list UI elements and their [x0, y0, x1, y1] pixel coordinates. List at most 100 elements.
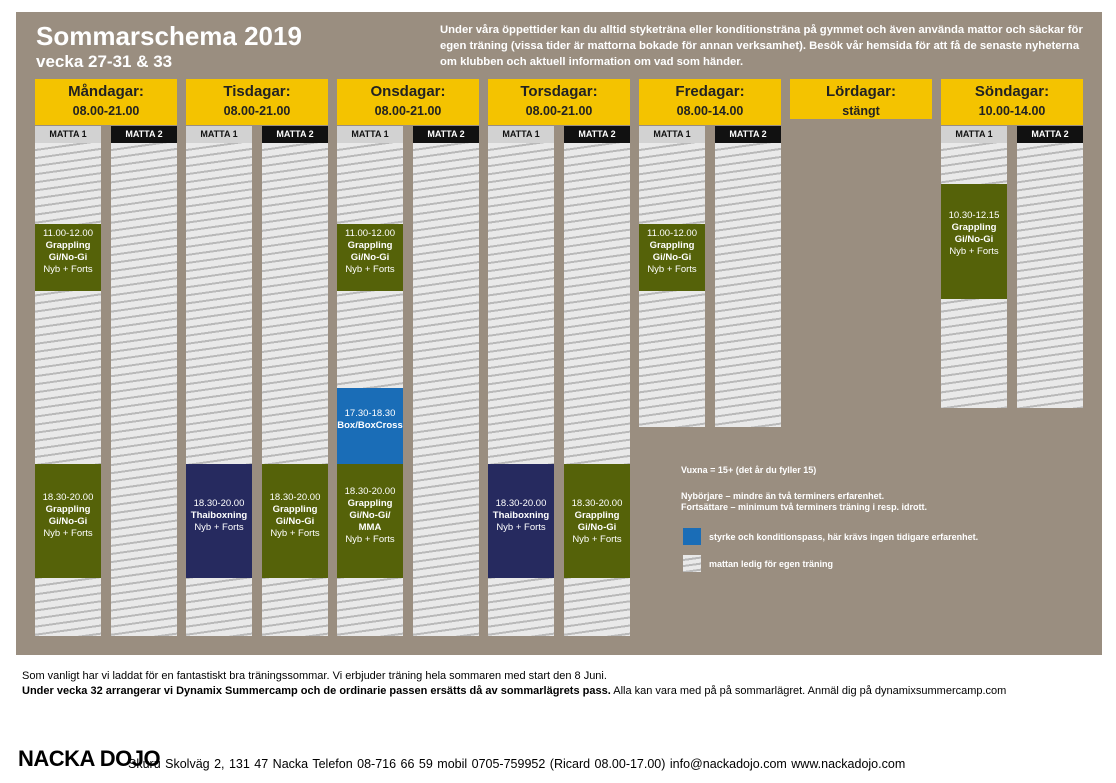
day-name: Tisdagar:	[223, 83, 291, 100]
legend-lines: mattan ledig för egen träning	[709, 559, 833, 570]
page-title: Sommarschema 2019	[36, 21, 302, 51]
mat2-label-tuesday: MATTA 2	[262, 126, 328, 143]
mat1-label-thursday: MATTA 1	[488, 126, 554, 143]
session-name: Grappling	[45, 504, 91, 515]
day-hours: 08.00-21.00	[72, 104, 140, 118]
day-header-friday: Fredagar: 08.00-14.00	[639, 79, 781, 125]
day-name: Söndagar:	[974, 83, 1050, 100]
session-name: Grappling	[45, 240, 91, 251]
session-name: Gi/No-Gi	[48, 252, 88, 263]
footer-line-2-bold: Under vecka 32 arrangerar vi Dynamix Sum…	[22, 685, 611, 697]
legend-blue: styrke och konditionspass, här krävs ing…	[709, 532, 978, 543]
session-name: Grappling	[272, 504, 318, 515]
mat-column-friday-2	[715, 143, 781, 427]
session-level: Nyb + Forts	[345, 534, 395, 545]
mat1-label-wednesday: MATTA 1	[337, 126, 403, 143]
session-time: 18.30-20.00	[193, 498, 245, 509]
day-header-saturday: Lördagar: stängt	[790, 79, 932, 119]
day-hours: 08.00-21.00	[223, 104, 291, 118]
session-name: Gi/No-Gi	[652, 252, 692, 263]
session-name: Grappling	[649, 240, 695, 251]
legend-blue-text: styrke och konditionspass, här krävs ing…	[709, 532, 979, 542]
legend-levels: Nybörjare – mindre än två terminers erfa…	[681, 491, 927, 513]
session-name: Gi/No-Gi	[275, 516, 315, 527]
day-name: Onsdagar:	[370, 83, 446, 100]
mat2-label-monday: MATTA 2	[111, 126, 177, 143]
session-level: Nyb + Forts	[43, 528, 93, 539]
session-time: 10.30-12.15	[948, 210, 1000, 221]
day-name: Torsdagar:	[520, 83, 598, 100]
day-hours: stängt	[842, 104, 880, 118]
day-name: Måndagar:	[68, 83, 144, 100]
session-level: Nyb + Forts	[949, 246, 999, 257]
day-header-sunday: Söndagar: 10.00-14.00	[941, 79, 1083, 125]
session-wednesday-grappling-mma: 18.30-20.00 Grappling Gi/No-Gi/ MMA Nyb …	[337, 464, 403, 578]
day-hours: 08.00-21.00	[525, 104, 593, 118]
session-wednesday-grappling-morning: 11.00-12.00 Grappling Gi/No-Gi Nyb + For…	[337, 224, 403, 291]
mat2-label-wednesday: MATTA 2	[413, 126, 479, 143]
legend-vuxna-text: Vuxna = 15+ (det år du fyller 15)	[681, 465, 817, 475]
session-name: Gi/No-Gi/	[349, 510, 391, 521]
session-name: Thaiboxning	[492, 510, 550, 521]
footer-line-1: Som vanligt har vi laddat för en fantast…	[22, 670, 607, 682]
mat2-label-friday: MATTA 2	[715, 126, 781, 143]
contact-info: Skuru Skolväg 2, 131 47 Nacka Telefon 08…	[128, 757, 906, 771]
session-time: 18.30-20.00	[42, 492, 94, 503]
page-subtitle: vecka 27-31 & 33	[36, 52, 173, 71]
session-wednesday-boxcross: 17.30-18.30 Box/BoxCross	[337, 388, 403, 464]
session-friday-grappling: 11.00-12.00 Grappling Gi/No-Gi Nyb + For…	[639, 224, 705, 291]
day-hours: 08.00-14.00	[676, 104, 744, 118]
session-name: Gi/No-Gi	[577, 522, 617, 533]
session-monday-grappling-evening: 18.30-20.00 Grappling Gi/No-Gi Nyb + For…	[35, 464, 101, 578]
session-name: Grappling	[347, 498, 393, 509]
day-header-thursday: Torsdagar: 08.00-21.00	[488, 79, 630, 125]
session-thursday-thaiboxing: 18.30-20.00 Thaiboxning Nyb + Forts	[488, 464, 554, 578]
session-time: 17.30-18.30	[344, 408, 396, 419]
session-tuesday-grappling: 18.30-20.00 Grappling Gi/No-Gi Nyb + For…	[262, 464, 328, 578]
mat1-label-friday: MATTA 1	[639, 126, 705, 143]
footer-line-2-rest: Alla kan vara med på på sommarlägret. An…	[610, 685, 1007, 697]
session-name: Gi/No-Gi	[48, 516, 88, 527]
session-time: 18.30-20.00	[495, 498, 547, 509]
session-name: Grappling	[951, 222, 997, 233]
mat-column-sunday-2	[1017, 143, 1083, 408]
session-name: Gi/No-Gi	[954, 234, 994, 245]
session-time: 18.30-20.00	[571, 498, 623, 509]
intro-text: Under våra öppettider kan du alltid styk…	[440, 24, 1083, 68]
session-tuesday-thaiboxing: 18.30-20.00 Thaiboxning Nyb + Forts	[186, 464, 252, 578]
session-name: Box/BoxCross	[337, 420, 403, 431]
session-level: Nyb + Forts	[496, 522, 546, 533]
mat1-label-monday: MATTA 1	[35, 126, 101, 143]
legend-fortsattare-text: Fortsättare – minimum två terminers trän…	[681, 502, 928, 512]
session-sunday-grappling: 10.30-12.15 Grappling Gi/No-Gi Nyb + For…	[941, 184, 1007, 299]
day-hours: 10.00-14.00	[978, 104, 1046, 118]
session-time: 11.00-12.00	[42, 228, 93, 239]
session-name: Thaiboxning	[190, 510, 248, 521]
session-level: Nyb + Forts	[572, 534, 622, 545]
mat2-label-thursday: MATTA 2	[564, 126, 630, 143]
day-name: Lördagar:	[825, 83, 896, 100]
schedule-board: Sommarschema 2019 vecka 27-31 & 33 Under…	[16, 12, 1102, 655]
session-thursday-grappling: 18.30-20.00 Grappling Gi/No-Gi Nyb + For…	[564, 464, 630, 578]
session-time: 18.30-20.00	[344, 486, 396, 497]
day-hours: 08.00-21.00	[374, 104, 442, 118]
session-time: 18.30-20.00	[269, 492, 321, 503]
day-header-wednesday: Onsdagar: 08.00-21.00	[337, 79, 479, 125]
mat-column-wednesday-2	[413, 143, 479, 636]
legend-lines-text: mattan ledig för egen träning	[709, 559, 834, 569]
day-header-tuesday: Tisdagar: 08.00-21.00	[186, 79, 328, 125]
legend-vuxna: Vuxna = 15+ (det år du fyller 15)	[681, 465, 816, 476]
mat-column-monday-2	[111, 143, 177, 636]
session-time: 11.00-12.00	[344, 228, 395, 239]
brand-logo: NACKA DOJO	[18, 746, 161, 771]
mat1-label-tuesday: MATTA 1	[186, 126, 252, 143]
legend-nyborjare-text: Nybörjare – mindre än två terminers erfa…	[681, 491, 885, 501]
session-name: Grappling	[347, 240, 393, 251]
session-level: Nyb + Forts	[345, 264, 395, 275]
footer-line-2: Under vecka 32 arrangerar vi Dynamix Sum…	[22, 684, 1006, 698]
mat1-label-sunday: MATTA 1	[941, 126, 1007, 143]
session-level: Nyb + Forts	[194, 522, 244, 533]
mat2-label-sunday: MATTA 2	[1017, 126, 1083, 143]
session-level: Nyb + Forts	[270, 528, 320, 539]
day-name: Fredagar:	[675, 83, 745, 100]
